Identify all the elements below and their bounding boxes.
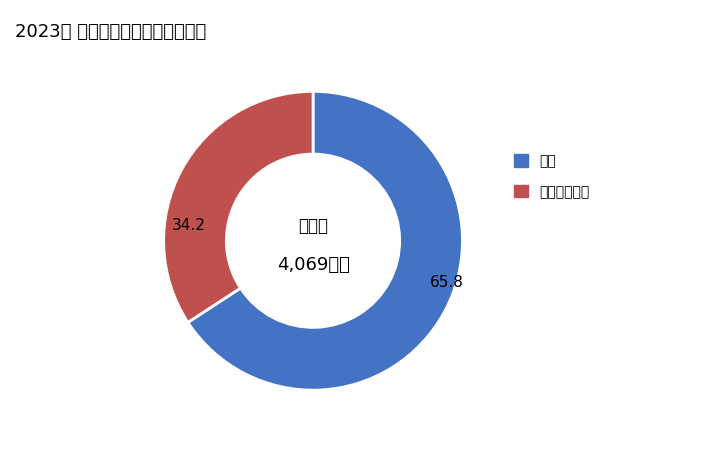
Text: 34.2: 34.2 <box>172 218 205 233</box>
Text: 4,069万円: 4,069万円 <box>277 256 349 274</box>
Text: 2023年 輸出相手国のシェア（％）: 2023年 輸出相手国のシェア（％） <box>15 22 206 40</box>
Text: 総　額: 総 額 <box>298 217 328 235</box>
Legend: 米国, インドネシア: 米国, インドネシア <box>514 154 590 199</box>
Wedge shape <box>188 91 462 390</box>
Wedge shape <box>164 91 313 322</box>
Text: 65.8: 65.8 <box>430 275 464 290</box>
